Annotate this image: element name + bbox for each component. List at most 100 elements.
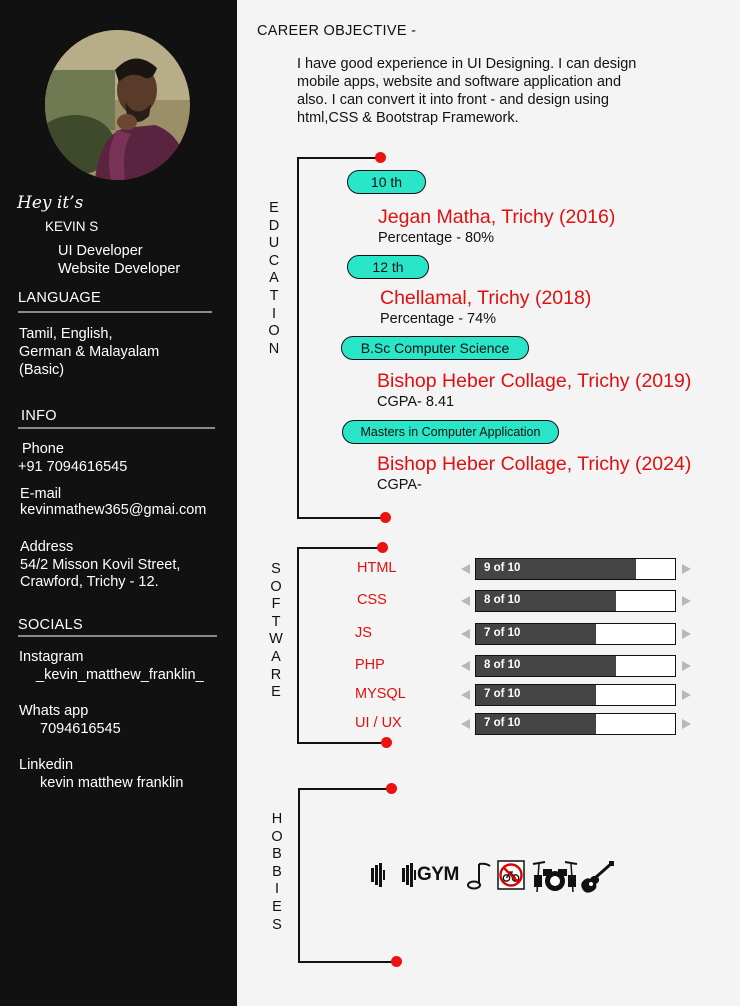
- language-line: Tamil, English,: [19, 326, 113, 342]
- skill-level-label: 7 of 10: [484, 688, 521, 700]
- education-institution: Bishop Heber Collage, Trichy (2019): [377, 370, 692, 392]
- person-name: KEVIN S: [45, 219, 99, 234]
- decrease-arrow-icon[interactable]: [461, 629, 470, 639]
- objective-line: html,CSS & Bootstrap Framework.: [297, 110, 519, 126]
- skill-level-bar[interactable]: 8 of 10: [475, 590, 676, 612]
- education-bracket-top: [297, 157, 380, 159]
- decrease-arrow-icon[interactable]: [461, 661, 470, 671]
- instagram-label: Instagram: [19, 649, 84, 665]
- no-cycling-icon: [497, 860, 525, 895]
- skill-level-label: 8 of 10: [484, 594, 521, 606]
- education-level-badge: 12 th: [347, 255, 429, 279]
- skill-level-fill: [476, 714, 596, 734]
- increase-arrow-icon[interactable]: [682, 629, 691, 639]
- email-label: E-mail: [20, 486, 62, 502]
- education-level-badge: Masters in Computer Application: [342, 420, 559, 444]
- profile-photo: [45, 30, 190, 180]
- timeline-dot: [380, 512, 391, 523]
- education-level-badge: 10 th: [347, 170, 426, 194]
- info-title: INFO: [21, 408, 57, 424]
- title-letter: W: [269, 631, 283, 648]
- education-score: Percentage - 74%: [380, 311, 497, 327]
- language-line: German & Malayalam: [19, 344, 160, 360]
- whatsapp-label: Whats app: [19, 703, 89, 719]
- skill-level-bar[interactable]: 7 of 10: [475, 684, 676, 706]
- title-letter: N: [268, 340, 280, 357]
- title-letter: O: [270, 578, 282, 595]
- role-line: UI Developer: [58, 243, 143, 259]
- education-institution: Jegan Matha, Trichy (2016): [378, 206, 616, 228]
- title-letter: H: [271, 811, 283, 827]
- education-bracket-bottom: [297, 517, 385, 519]
- objective-line: also. I can convert it into front - and …: [297, 92, 609, 108]
- email-value[interactable]: kevinmathew365@gmai.com: [20, 502, 207, 518]
- skill-level-fill: [476, 624, 596, 644]
- skill-level-fill: [476, 591, 616, 611]
- increase-arrow-icon[interactable]: [682, 690, 691, 700]
- skill-level-label: 8 of 10: [484, 659, 521, 671]
- increase-arrow-icon[interactable]: [682, 564, 691, 574]
- skill-name: HTML: [357, 560, 397, 576]
- increase-arrow-icon[interactable]: [682, 719, 691, 729]
- role-line: Website Developer: [58, 261, 181, 277]
- title-letter: E: [272, 898, 282, 915]
- whatsapp-number[interactable]: 7094616545: [40, 721, 121, 737]
- skill-level-label: 9 of 10: [484, 562, 521, 574]
- decrease-arrow-icon[interactable]: [461, 719, 470, 729]
- decrease-arrow-icon[interactable]: [461, 690, 470, 700]
- increase-arrow-icon[interactable]: [682, 596, 691, 606]
- decrease-arrow-icon[interactable]: [461, 564, 470, 574]
- education-level-badge: B.Sc Computer Science: [341, 336, 529, 360]
- greeting: Hey it’s: [17, 193, 84, 213]
- education-score: CGPA- 8.41: [377, 394, 455, 410]
- software-bracket-bottom: [297, 742, 381, 744]
- skill-name: UI / UX: [355, 715, 402, 731]
- address-line: Crawford, Trichy - 12.: [20, 574, 159, 590]
- section-divider: [18, 635, 217, 637]
- education-score: Percentage - 80%: [378, 230, 495, 246]
- instagram-handle[interactable]: _kevin_matthew_franklin_: [36, 667, 204, 683]
- phone-value[interactable]: +91 7094616545: [18, 459, 128, 475]
- drum-kit-icon: [531, 859, 579, 898]
- gym-label: GYM: [417, 864, 459, 885]
- socials-title: SOCIALS: [18, 617, 83, 633]
- decrease-arrow-icon[interactable]: [461, 596, 470, 606]
- section-divider: [18, 311, 212, 313]
- skill-name: CSS: [357, 592, 387, 608]
- address-label: Address: [20, 539, 74, 555]
- title-letter: F: [271, 596, 281, 613]
- timeline-dot: [386, 783, 397, 794]
- skill-level-fill: [476, 656, 616, 676]
- title-letter: B: [272, 846, 282, 863]
- music-note-icon: [466, 860, 492, 895]
- increase-arrow-icon[interactable]: [682, 661, 691, 671]
- phone-label: Phone: [22, 441, 64, 457]
- hobbies-bracket-bottom: [298, 961, 396, 963]
- skill-level-bar[interactable]: 8 of 10: [475, 655, 676, 677]
- language-title: LANGUAGE: [18, 290, 101, 306]
- timeline-dot: [377, 542, 388, 553]
- timeline-dot: [375, 152, 386, 163]
- skill-level-fill: [476, 685, 596, 705]
- title-letter: A: [271, 648, 281, 665]
- skill-level-bar[interactable]: 7 of 10: [475, 713, 676, 735]
- skill-level-bar[interactable]: 9 of 10: [475, 558, 676, 580]
- skill-name: PHP: [355, 657, 385, 673]
- skill-level-fill: [476, 559, 636, 579]
- skill-name: JS: [355, 625, 372, 641]
- education-score: CGPA-: [377, 477, 422, 493]
- education-institution: Chellamal, Trichy (2018): [380, 287, 592, 309]
- title-letter: S: [272, 916, 282, 933]
- dumbbell-icon: [370, 862, 386, 893]
- gym-icon: GYM: [401, 862, 459, 888]
- education-bracket: [297, 157, 299, 518]
- skill-level-bar[interactable]: 7 of 10: [475, 623, 676, 645]
- section-divider: [18, 427, 215, 429]
- linkedin-handle[interactable]: kevin matthew franklin: [40, 775, 184, 791]
- objective-text: I have good experience in UI Designing. …: [297, 55, 697, 127]
- objective-title: CAREER OBJECTIVE -: [257, 23, 417, 39]
- title-letter: U: [268, 235, 280, 252]
